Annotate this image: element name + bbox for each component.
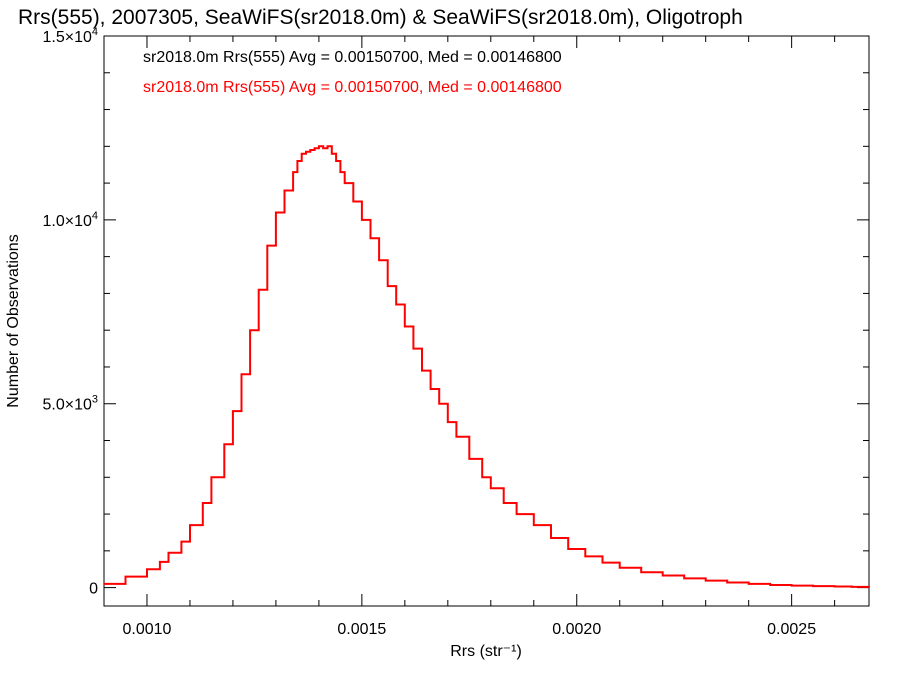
y-tick-label: 1.5×104 bbox=[42, 26, 98, 46]
y-tick-label: 0 bbox=[89, 581, 98, 598]
data-layer bbox=[104, 145, 870, 588]
histogram-series-line bbox=[104, 145, 870, 588]
x-tick-label: 0.0020 bbox=[552, 621, 601, 638]
chart-title: Rrs(555), 2007305, SeaWiFS(sr2018.0m) & … bbox=[18, 6, 743, 29]
x-axis-label: Rrs (str⁻¹) bbox=[450, 643, 522, 660]
x-tick-label: 0.0025 bbox=[767, 621, 816, 638]
y-tick-label: 5.0×103 bbox=[42, 394, 98, 414]
legend-entry-red: sr2018.0m Rrs(555) Avg = 0.00150700, Med… bbox=[143, 79, 562, 96]
plot-frame bbox=[103, 35, 870, 607]
x-tick-label: 0.0010 bbox=[123, 621, 172, 638]
y-tick-label: 1.0×104 bbox=[42, 210, 98, 230]
ticks-layer: 0.0010 0.0015 0.0020 0.0025 0 5.0×103 1.0×104 1… bbox=[42, 26, 869, 638]
x-tick-label: 0.0015 bbox=[337, 621, 386, 638]
legend-entry-black: sr2018.0m Rrs(555) Avg = 0.00150700, Med… bbox=[143, 49, 562, 66]
y-axis-label: Number of Observations bbox=[5, 234, 22, 407]
